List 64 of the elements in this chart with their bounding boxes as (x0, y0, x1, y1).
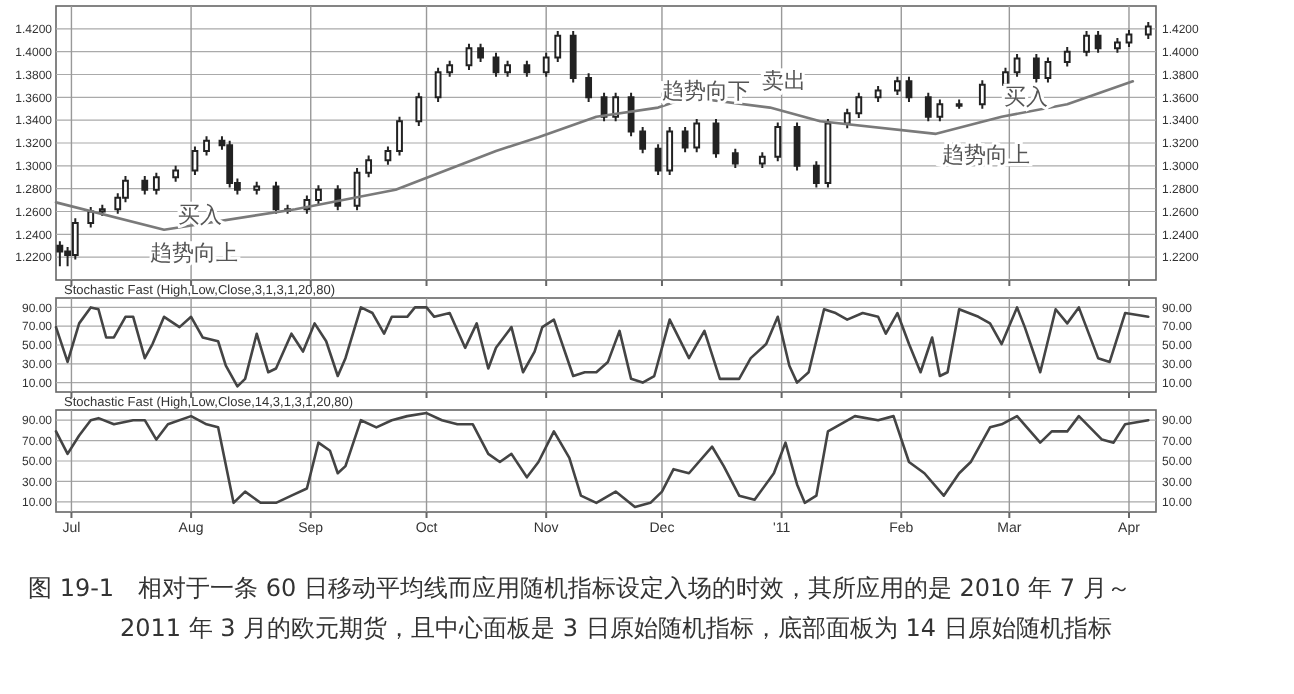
candlestick (793, 121, 801, 172)
candlestick (812, 160, 820, 189)
candlestick (98, 203, 106, 218)
annotation: 买入 (178, 201, 222, 228)
candlestick (758, 151, 766, 170)
candlestick (1125, 28, 1133, 49)
candlestick (1063, 46, 1071, 68)
text: 2011 年 3 月的欧元期货，且中心面板是 3 日原始随机指标，底部面板为 14 日原始随机指标 (120, 614, 1112, 642)
line-series (54, 411, 1150, 509)
candlestick (253, 180, 261, 196)
candlestick (731, 147, 739, 170)
annotation: 趋势向下 (662, 77, 750, 104)
candlestick (465, 42, 473, 71)
candlestick (681, 126, 689, 154)
candlestick (71, 217, 79, 261)
line-series (54, 306, 1150, 388)
candlestick (477, 42, 484, 63)
candlestick (905, 75, 913, 103)
candlestick (87, 205, 95, 229)
candlestick (172, 164, 180, 183)
candlestick (56, 240, 64, 268)
candlestick (504, 59, 511, 78)
candlestick (1094, 30, 1102, 54)
candlestick (365, 154, 373, 179)
candlestick (774, 121, 782, 163)
candlestick (585, 72, 593, 103)
candlestick (152, 171, 160, 196)
candlestick (523, 59, 531, 78)
candlestick (1114, 36, 1121, 54)
candlestick (1032, 52, 1040, 84)
candlestick (492, 51, 500, 78)
candlestick (1083, 30, 1090, 58)
candlestick (874, 84, 882, 103)
candlestick (569, 30, 577, 84)
candlestick (396, 115, 403, 157)
candlestick (191, 145, 199, 176)
candlestick (554, 30, 562, 63)
candlestick (315, 184, 322, 206)
candlestick (654, 143, 662, 176)
candlestick (415, 91, 423, 127)
candlestick (693, 118, 701, 154)
candlestick (894, 75, 901, 97)
candlestick (542, 51, 550, 78)
candlestick (1144, 20, 1152, 41)
candlestick (978, 79, 986, 110)
caption: 图 19-1 相对于一条 60 日移动平均线而应用随机指标设定入场的时效，其所应用的是 2010 年 7 月～ (28, 574, 1131, 602)
candlestick (855, 91, 863, 119)
candlestick (141, 175, 149, 196)
candlestick (434, 66, 442, 103)
annotation: 趋势向上 (150, 239, 238, 266)
candlestick (384, 145, 392, 166)
candlestick (936, 98, 944, 123)
candlestick (1013, 52, 1021, 78)
candlestick (843, 107, 851, 130)
candlestick (666, 126, 674, 176)
candlestick (639, 126, 647, 155)
candlestick (272, 180, 280, 215)
candlestick (446, 59, 454, 78)
candlestick (1044, 56, 1052, 84)
candlestick (226, 139, 234, 189)
candlestick (924, 91, 932, 123)
candlestick (955, 98, 963, 110)
candlestick (203, 135, 210, 157)
candlestick (712, 118, 720, 159)
